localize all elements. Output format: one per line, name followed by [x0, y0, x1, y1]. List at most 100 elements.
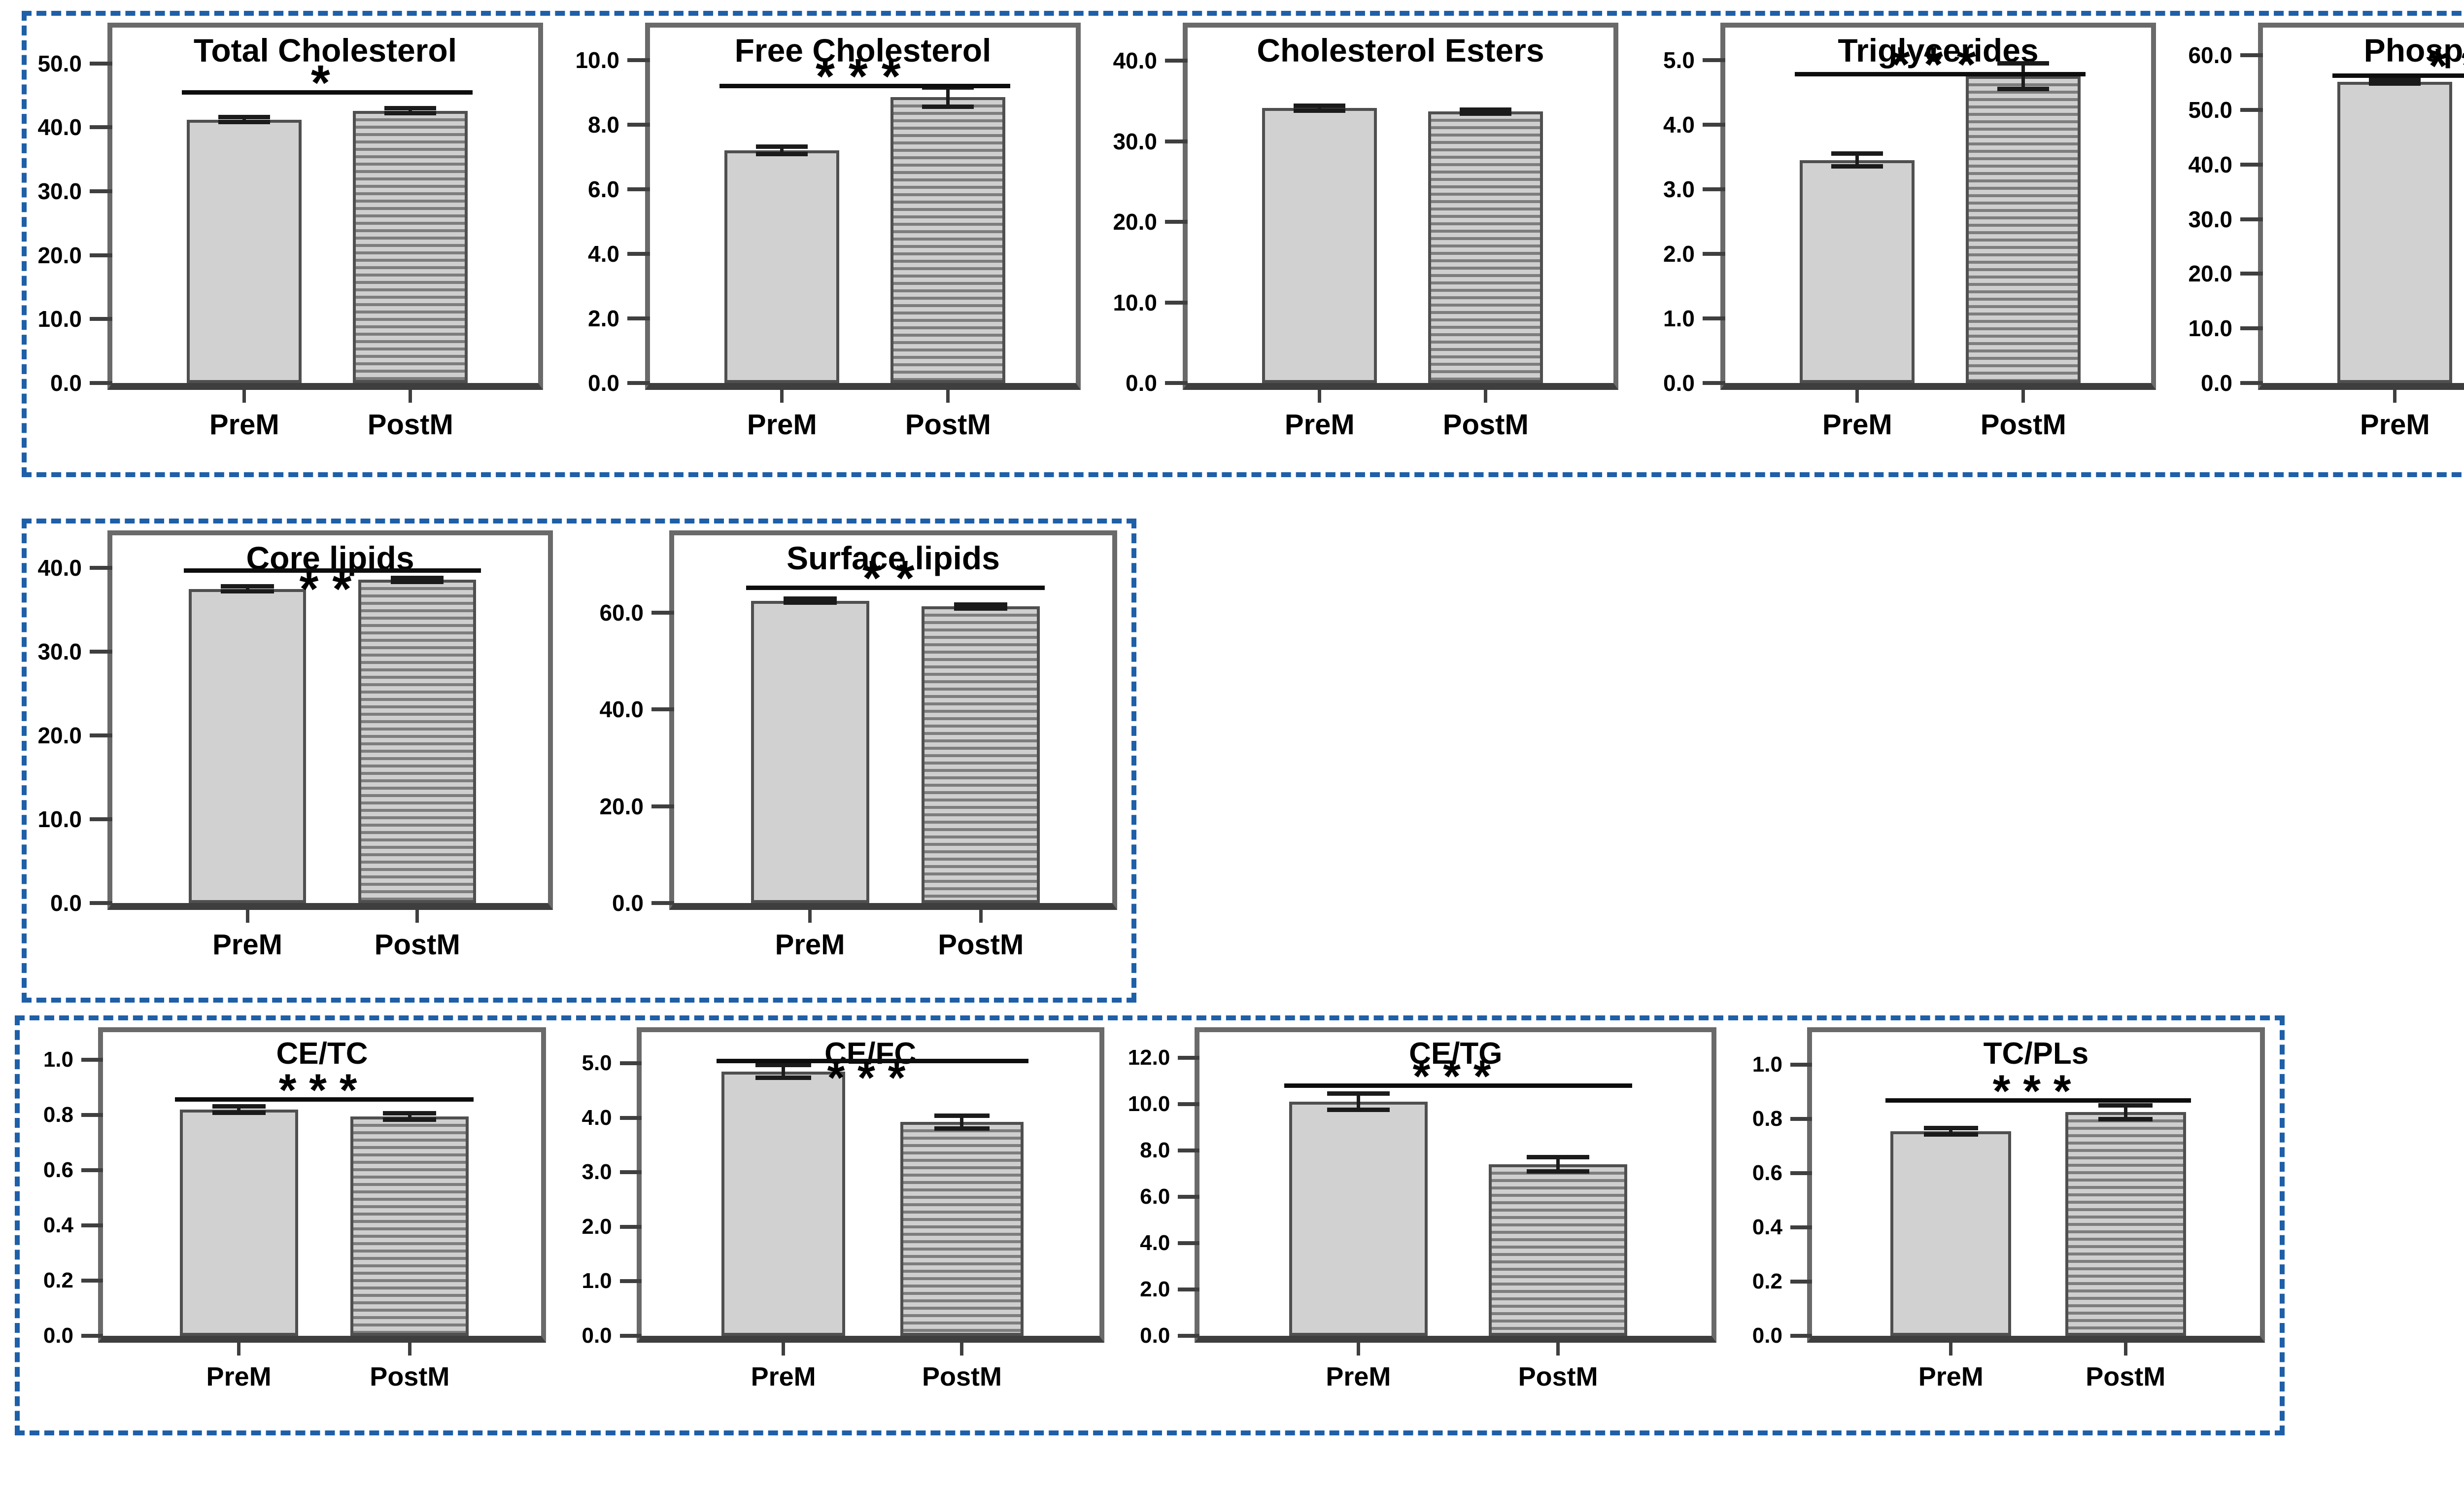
y-axis-tick: [1790, 1117, 1812, 1121]
y-axis-tick: [1790, 1280, 1812, 1284]
bar-postm: [2065, 1112, 2186, 1336]
y-tick-label: 50.0: [37, 50, 82, 76]
bar-postm: [1428, 111, 1543, 383]
y-tick-label: 5.0: [1663, 47, 1695, 73]
error-bar-whisker: [780, 146, 784, 154]
significance-line: [746, 586, 1045, 590]
y-axis-tick: [2240, 381, 2263, 385]
x-axis-tick: [782, 1341, 786, 1356]
x-label-postm: PostM: [2086, 1362, 2166, 1392]
bar-prem: [188, 589, 307, 903]
y-axis-tick: [627, 187, 650, 191]
y-axis-tick: [90, 125, 112, 130]
x-label-postm: PostM: [1518, 1362, 1598, 1392]
x-label-postm: PostM: [1442, 409, 1529, 441]
plot-area: TC/PLs ***: [1807, 1027, 2265, 1343]
x-label-prem: PreM: [2360, 409, 2430, 441]
y-axis-tick: [81, 1113, 103, 1117]
error-bar-cap-bottom: [755, 1076, 812, 1080]
x-axis-tick: [808, 908, 812, 923]
y-tick-label: 2.0: [588, 305, 619, 331]
plot-area: Phospholipids***: [2258, 23, 2464, 390]
y-axis-tick: [81, 1334, 103, 1338]
bar-postm: [350, 1116, 469, 1336]
y-axis-tick: [1178, 1287, 1200, 1291]
x-axis-tick: [2021, 388, 2025, 403]
error-bar-cap-bottom: [1527, 1169, 1589, 1174]
x-axis-tick: [979, 908, 983, 923]
significance-line: [2332, 73, 2464, 78]
y-axis-tick: [651, 901, 674, 905]
x-label-prem: PreM: [1284, 409, 1355, 441]
y-tick-label: 0.0: [2201, 370, 2232, 396]
bar-postm: [890, 97, 1006, 383]
y-axis-tick: [90, 381, 112, 385]
error-bar-cap-bottom: [384, 111, 437, 116]
error-bar-cap-bottom: [1923, 1132, 1978, 1137]
y-axis-tick: [1178, 1194, 1200, 1199]
y-tick-label: 30.0: [1113, 128, 1157, 154]
y-tick-label: 10.0: [575, 47, 619, 73]
error-bar-cap-bottom: [218, 120, 271, 125]
plot-area: Triglycerides ***: [1720, 23, 2156, 390]
y-axis-tick: [1178, 1102, 1200, 1106]
y-tick-label: 2.0: [582, 1214, 612, 1239]
y-axis-tick: [627, 58, 650, 62]
significance-line: [1885, 1098, 2191, 1103]
x-axis-tick: [1556, 1341, 1560, 1356]
bar-prem: [1262, 108, 1377, 383]
chart-title: CE/FC: [824, 1037, 917, 1071]
bar-prem: [751, 600, 869, 903]
error-bar-cap-bottom: [1327, 1108, 1390, 1113]
y-axis-tick: [1790, 1334, 1812, 1338]
y-axis-tick: [1703, 58, 1725, 62]
y-tick-label: 60.0: [2188, 42, 2232, 69]
y-tick-label: 50.0: [2188, 97, 2232, 123]
error-bar-cap-top: [1831, 151, 1883, 156]
error-bar-cap-bottom: [212, 1111, 266, 1115]
y-tick-label: 1.0: [582, 1269, 612, 1293]
y-axis-tick: [2240, 272, 2263, 276]
y-tick-label: 30.0: [37, 178, 82, 204]
plot-area: Core lipids **: [107, 530, 553, 910]
bar-prem: [179, 1109, 298, 1336]
y-axis-tick: [1178, 1148, 1200, 1152]
bar-prem: [1289, 1102, 1428, 1336]
significance-stars: ***: [2428, 38, 2464, 94]
error-bar-cap-top: [1294, 104, 1346, 108]
y-axis-tick: [619, 1061, 642, 1066]
y-tick-label: 1.0: [1663, 305, 1695, 331]
error-bar-cap-top: [756, 144, 808, 149]
error-bar-cap-top: [218, 115, 271, 120]
y-axis-tick: [81, 1058, 103, 1062]
error-bar-cap-top: [783, 596, 837, 601]
y-axis-tick: [1790, 1063, 1812, 1067]
x-axis-tick: [946, 388, 950, 403]
x-axis-tick: [780, 388, 784, 403]
x-axis-tick: [408, 1341, 411, 1356]
y-tick-label: 0.0: [582, 1323, 612, 1348]
significance-line: [719, 83, 1011, 88]
y-tick-label: 40.0: [2188, 151, 2232, 177]
y-axis-tick: [1165, 381, 1188, 385]
error-bar-cap-bottom: [391, 579, 444, 584]
y-axis-tick: [1703, 251, 1725, 256]
x-label-postm: PostM: [938, 929, 1024, 961]
y-tick-label: 6.0: [588, 176, 619, 202]
error-bar-cap-bottom: [1294, 108, 1346, 113]
x-axis-tick: [1484, 388, 1488, 403]
chart-total-cholesterol: Total Cholesterol * 0.0 10.0 20.0 30.0 40.0 50.…: [34, 21, 551, 464]
error-bar-cap-bottom: [1460, 111, 1512, 116]
error-bar-whisker: [2123, 1105, 2127, 1119]
x-label-postm: PostM: [374, 929, 460, 961]
y-axis-tick: [2240, 108, 2263, 112]
significance-stars: **: [299, 561, 366, 617]
y-axis-tick: [1178, 1055, 1200, 1060]
chart-ce-tc: CE/TC *** 0.0 0.2 0.4 0.6 0.8 1.0 PreM PostM: [27, 1025, 554, 1420]
x-label-postm: PostM: [922, 1362, 1002, 1392]
chart-tc-pls: TC/PLs *** 0.0 0.2 0.4 0.6 0.8 1.0 PreM PostM: [1736, 1025, 2273, 1420]
y-tick-label: 4.0: [582, 1105, 612, 1130]
y-axis-tick: [627, 316, 650, 320]
bar-prem: [1890, 1131, 2012, 1336]
error-bar-cap-bottom: [922, 104, 974, 109]
